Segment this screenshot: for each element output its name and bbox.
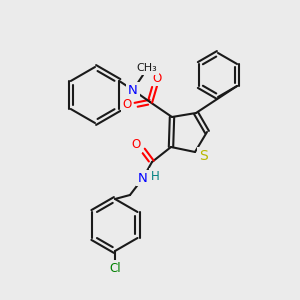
Text: N: N xyxy=(128,83,138,97)
Text: CH₃: CH₃ xyxy=(136,63,158,73)
Text: H: H xyxy=(151,169,159,182)
Text: O: O xyxy=(152,71,162,85)
Text: O: O xyxy=(131,139,141,152)
Text: Cl: Cl xyxy=(109,262,121,275)
Text: O: O xyxy=(122,98,132,112)
Text: N: N xyxy=(138,172,148,184)
Text: S: S xyxy=(199,149,207,163)
